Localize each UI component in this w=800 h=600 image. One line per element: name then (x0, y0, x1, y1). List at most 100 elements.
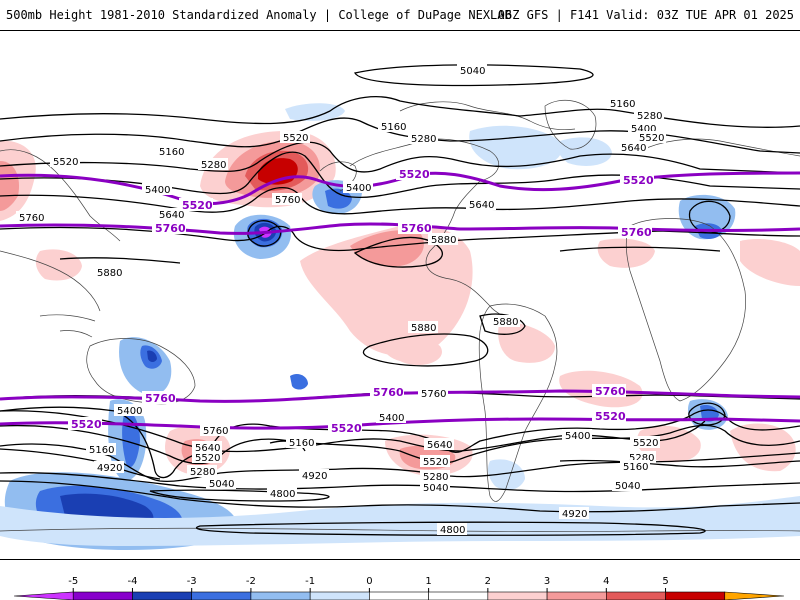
contour-5040-north (354, 64, 594, 87)
colorbar-svg: -5 -4 -3 -2 -1 0 1 2 3 4 5 (13, 576, 785, 600)
contour-labels: 5040 5160 5280 5400 5520 5640 5760 5880 … (16, 64, 666, 536)
label-5280: 5280 (201, 160, 226, 171)
colorbar-tick-label: 2 (485, 576, 491, 587)
label-5280-b: 5280 (423, 472, 448, 483)
label-5640-s: 5640 (195, 443, 220, 454)
coast-indonesia (39, 314, 96, 338)
contour-5880-samerica (479, 313, 526, 335)
label-5280-na: 5280 (411, 134, 436, 145)
colorbar-segment (191, 591, 252, 600)
label-5400-na: 5400 (346, 183, 371, 194)
anomaly-negative-europe-low (678, 194, 736, 240)
map-panel: 5040 5160 5280 5400 5520 5640 5760 5880 … (0, 30, 800, 560)
colorbar-segment (13, 591, 74, 600)
anomaly-positive-west-edge-2 (0, 161, 20, 211)
label-5880-na: 5880 (431, 235, 456, 246)
contour-5520-north (0, 151, 800, 199)
label-5640-eu: 5640 (621, 143, 646, 154)
contour-5400-north (0, 141, 800, 174)
colorbar-tick-label: 3 (544, 576, 550, 587)
label-5520-eu: 5520 (639, 133, 664, 144)
anomaly-shading (0, 103, 800, 551)
anomaly-negative-arctic-canada (469, 125, 562, 170)
label-5520-c: 5520 (633, 438, 658, 449)
anomaly-positive-central-pac (378, 321, 442, 366)
label-purple-5520-e: 5520 (331, 422, 362, 435)
anomaly-negative-bering (285, 103, 345, 121)
colorbar-segment (72, 591, 133, 600)
label-5160-eu: 5160 (610, 99, 635, 110)
colorbar-tick-label: 0 (366, 576, 372, 587)
label-5760-b: 5760 (203, 426, 228, 437)
anomaly-negative-aus (119, 337, 172, 396)
run-info: 06Z GFS | F141 Valid: 03Z TUE APR 01 202… (497, 8, 794, 22)
label-purple-5760-a: 5760 (401, 222, 432, 235)
label-5640-b: 5640 (427, 440, 452, 451)
colorbar-tick-label: 4 (603, 576, 609, 587)
colorbar-segment (369, 591, 429, 600)
anomaly-negative-aus-3 (147, 350, 157, 362)
label-purple-5760-e: 5760 (373, 386, 404, 399)
anomaly-positive-east-tropics (740, 239, 800, 286)
contour-low-sind (688, 402, 726, 426)
coast-greenland (544, 99, 597, 150)
label-4920-c: 4920 (562, 509, 587, 520)
anomaly-positive-sind-2 (730, 423, 796, 472)
label-4920-s: 4920 (97, 463, 122, 474)
label-purple-5760-b: 5760 (155, 222, 186, 235)
map-svg: 5040 5160 5280 5400 5520 5640 5760 5880 … (0, 64, 800, 551)
label-5280-s: 5280 (190, 467, 215, 478)
label-5520: 5520 (53, 157, 78, 168)
label-5640-na: 5640 (469, 200, 494, 211)
contour-5160-north (0, 96, 800, 128)
label-5160-s: 5160 (89, 445, 114, 456)
label-5880-b: 5880 (411, 323, 436, 334)
label-5160: 5160 (159, 147, 184, 158)
colorbar-segment (428, 591, 489, 600)
label-purple-5520-b: 5520 (182, 199, 213, 212)
contour-5880-south-pac (362, 333, 489, 367)
label-purple-5520-c: 5520 (623, 174, 654, 187)
contour-5760-north (0, 225, 800, 252)
contour-5280-north (0, 117, 800, 154)
label-5280-eu: 5280 (637, 111, 662, 122)
label-5760-s: 5760 (421, 389, 446, 400)
label-5760: 5760 (19, 213, 44, 224)
colorbar-tick-label: -2 (246, 576, 256, 587)
anomaly-positive-epac-2 (350, 230, 424, 267)
colorbar-tick-label: 5 (662, 576, 668, 587)
contour-5880-north (59, 236, 721, 268)
anomaly-positive-asia-east (35, 249, 82, 281)
colorbar-segment (665, 591, 726, 600)
anomaly-negative-southern-ocean (0, 496, 800, 546)
label-4920-b: 4920 (302, 471, 327, 482)
label-5280-c: 5280 (629, 453, 654, 464)
colorbar-tick-label: -4 (127, 576, 137, 587)
label-5400-c: 5400 (565, 431, 590, 442)
colorbar-segment (309, 591, 370, 600)
anomaly-negative-sind-low-2 (700, 405, 719, 422)
colorbar-segment (487, 591, 548, 600)
colorbar-segment (606, 591, 666, 600)
anomaly-negative-chile (487, 459, 525, 491)
colorbar-tick-label: -5 (68, 576, 78, 587)
coast-africa (625, 218, 746, 402)
contour-4920-south (0, 480, 800, 513)
label-5400-eu: 5400 (631, 124, 656, 135)
label-purple-5760-d: 5760 (145, 392, 176, 405)
label-5040-c: 5040 (615, 481, 640, 492)
label-4800-a: 4800 (270, 489, 295, 500)
label-5640: 5640 (159, 210, 184, 221)
label-5760-na: 5760 (275, 195, 300, 206)
anomaly-negative-gulf-alaska-2 (325, 188, 352, 209)
label-4800-b: 4800 (440, 525, 465, 536)
label-5160-b: 5160 (289, 438, 314, 449)
label-5880-a: 5880 (97, 268, 122, 279)
label-purple-5520-f: 5520 (595, 410, 626, 423)
coast-south-america (478, 303, 558, 502)
coast-canada-arctic (399, 101, 576, 131)
label-5400: 5400 (145, 185, 170, 196)
label-5520-na: 5520 (283, 133, 308, 144)
label-5400-s: 5400 (117, 406, 142, 417)
anomaly-negative-tropical-pac (290, 373, 308, 390)
